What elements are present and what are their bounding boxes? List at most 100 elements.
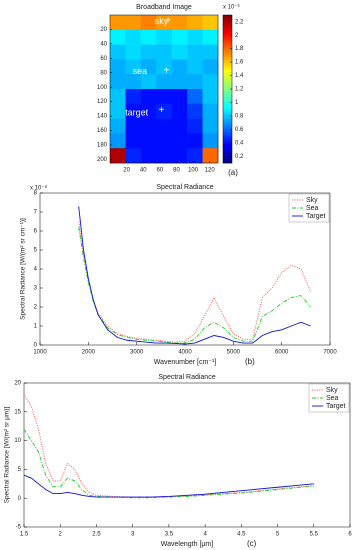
- heatmap-cell: [202, 89, 219, 105]
- colorbar-step: [223, 15, 232, 18]
- y-tick-label: 10: [14, 438, 21, 444]
- legend-label: Sky: [306, 197, 318, 204]
- heatmap-cell: [156, 74, 173, 90]
- heatmap-cell: [125, 148, 142, 164]
- colorbar-tick-label: 0.6: [235, 127, 244, 133]
- y-axis-label: Spectral Radiance [W/(m² sr cm⁻¹)]: [20, 218, 27, 320]
- y-tick-label: 15: [14, 409, 21, 415]
- heatmap-cell: [110, 15, 126, 31]
- x-tick-label: 7000: [323, 350, 337, 356]
- plot-frame: [109, 14, 219, 164]
- series-line: [78, 206, 311, 345]
- colorbar-step: [223, 27, 232, 31]
- heatmap-cell: [202, 133, 219, 149]
- heatmap-cell: [187, 29, 203, 45]
- heatmap-cell: [156, 89, 173, 105]
- colorbar-step: [223, 39, 232, 43]
- x-tick-label: 2: [59, 532, 63, 538]
- heatmap-cell: [171, 74, 188, 90]
- colorbar-tick-label: 1.2: [235, 87, 244, 93]
- x-tick-label: 40: [140, 168, 147, 174]
- legend-label: Target: [326, 403, 346, 410]
- colorbar-tick-label: 0.2: [235, 154, 244, 160]
- heatmap-cell: [125, 74, 142, 90]
- x-tick-label: 1000: [33, 350, 47, 356]
- heatmap-cell: [156, 29, 173, 45]
- colorbar-step: [223, 96, 232, 100]
- heatmap-cell: [110, 103, 126, 119]
- series-line: [23, 474, 314, 498]
- panel-label: (b): [245, 357, 255, 366]
- heatmap-cell: [171, 148, 188, 164]
- y-tick-label: -5: [16, 525, 22, 531]
- y-tick-label: 5: [34, 248, 38, 254]
- heatmap-cell: [140, 133, 157, 149]
- heatmap-cell: [156, 103, 173, 119]
- heatmap-cell: [140, 15, 157, 31]
- heatmap-cell: [140, 44, 157, 60]
- colorbar-step: [223, 118, 232, 122]
- colorbar-tick-label: 2: [235, 33, 239, 39]
- y-tick-label: 160: [97, 128, 108, 134]
- heatmap-cell: [187, 15, 203, 31]
- x-tick-label: 3000: [130, 350, 144, 356]
- heatmap-cell: [140, 148, 157, 164]
- heatmap-cell: [156, 44, 173, 60]
- heatmap-cell: [140, 74, 157, 90]
- colorbar-step: [223, 138, 232, 142]
- colorbar-step: [223, 59, 232, 63]
- annotation: sky: [155, 16, 169, 26]
- x-tick-label: 60: [157, 168, 164, 174]
- colorbar-step: [223, 79, 232, 82]
- panel-label: (c): [247, 539, 257, 548]
- colorbar-step: [223, 113, 232, 117]
- heatmap-cell: [171, 118, 188, 134]
- x-tick-label: 5000: [227, 350, 241, 356]
- x-tick-label: 2000: [82, 350, 96, 356]
- y-axis-label: Spectral Radiance [W/(m² sr μm)]: [4, 407, 11, 504]
- colorbar-step: [223, 108, 232, 112]
- heatmap-cell: [125, 103, 142, 119]
- colorbar-step: [223, 22, 232, 26]
- annotation-marker: +: [164, 65, 170, 76]
- y-tick-label: 40: [100, 41, 107, 47]
- x-tick-label: 3: [131, 532, 135, 538]
- heatmap-cell: [140, 59, 157, 75]
- x-tick-label: 6000: [275, 350, 289, 356]
- colorbar-tick-label: 0.4: [235, 140, 244, 146]
- heatmap-cell: [202, 148, 219, 164]
- colorbar-tick-label: 1.4: [235, 73, 244, 79]
- chart-title: Spectral Radiance: [158, 374, 215, 381]
- y-tick-label: 6: [34, 229, 38, 235]
- colorbar-step: [223, 126, 232, 129]
- colorbar-step: [223, 17, 232, 21]
- colorbar-step: [223, 150, 232, 154]
- heatmap-cell: [156, 118, 173, 134]
- heatmap-cell: [156, 133, 173, 149]
- heatmap-cell: [110, 118, 126, 134]
- colorbar-tick-label: 2.2: [235, 19, 244, 25]
- x-tick-label: 100: [188, 168, 199, 174]
- x-tick-label: 5: [276, 532, 280, 538]
- series-line: [78, 227, 312, 344]
- y-tick-label: 120: [97, 99, 108, 105]
- colorbar-step: [223, 61, 232, 65]
- y-tick-label: 4: [34, 267, 38, 273]
- y-exponent: x 10⁻⁸: [30, 185, 48, 192]
- colorbar-step: [223, 158, 232, 161]
- y-tick-label: 60: [100, 56, 107, 62]
- heatmap-cell: [156, 59, 173, 75]
- colorbar-step: [223, 133, 232, 137]
- chart-title: Spectral Radiance: [156, 184, 213, 191]
- colorbar-step: [223, 49, 232, 53]
- y-tick-label: 8: [34, 191, 38, 197]
- y-tick-label: 200: [97, 157, 108, 163]
- colorbar-step: [223, 34, 232, 38]
- heatmap-cell: [140, 89, 157, 105]
- heatmap-cell: [110, 148, 126, 164]
- colorbar-step: [223, 24, 232, 28]
- x-axis-label: Wavelength [μm]: [161, 541, 213, 548]
- colorbar-step: [223, 52, 232, 55]
- annotation-marker: +: [159, 105, 165, 116]
